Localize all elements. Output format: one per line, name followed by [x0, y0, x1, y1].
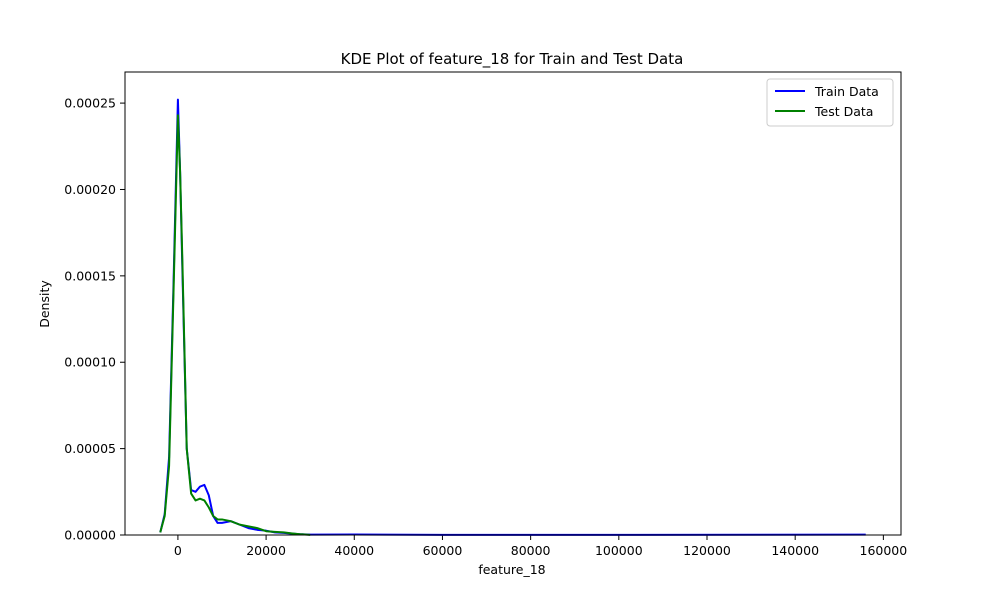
x-tick-label: 60000 [423, 543, 463, 558]
x-axis-label: feature_18 [478, 562, 545, 577]
plot-frame [124, 71, 902, 536]
plot-area [125, 72, 901, 535]
x-tick-label: 80000 [511, 543, 551, 558]
x-tick-label: 140000 [771, 543, 819, 558]
y-tick-label: 0.00000 [64, 528, 116, 543]
series-layer [159, 98, 866, 536]
x-tick-label: 160000 [860, 543, 908, 558]
x-tick-label: 40000 [334, 543, 374, 558]
y-tick-label: 0.00020 [64, 182, 116, 197]
y-axis-label: Density [37, 280, 52, 328]
y-tick-label: 0.00005 [64, 441, 116, 456]
legend-test-label: Test Data [814, 104, 873, 119]
y-tick-label: 0.00015 [64, 268, 116, 283]
y-axis-ticks: 0.00000 0.00005 0.00010 0.00015 0.00020 0.000… [64, 96, 125, 543]
x-tick-label: 0 [174, 543, 182, 558]
test-data-line [159, 114, 311, 536]
chart-title: KDE Plot of feature_18 for Train and Tes… [341, 50, 684, 69]
y-tick-label: 0.00025 [64, 96, 116, 111]
legend-train-label: Train Data [814, 84, 879, 99]
x-tick-label: 100000 [595, 543, 643, 558]
x-tick-label: 120000 [683, 543, 731, 558]
x-tick-label: 20000 [246, 543, 286, 558]
legend: Train Data Test Data [766, 78, 894, 127]
y-tick-label: 0.00010 [64, 355, 116, 370]
x-axis-ticks: 0 20000 40000 60000 80000 100000 120000 140000 1… [174, 535, 907, 558]
